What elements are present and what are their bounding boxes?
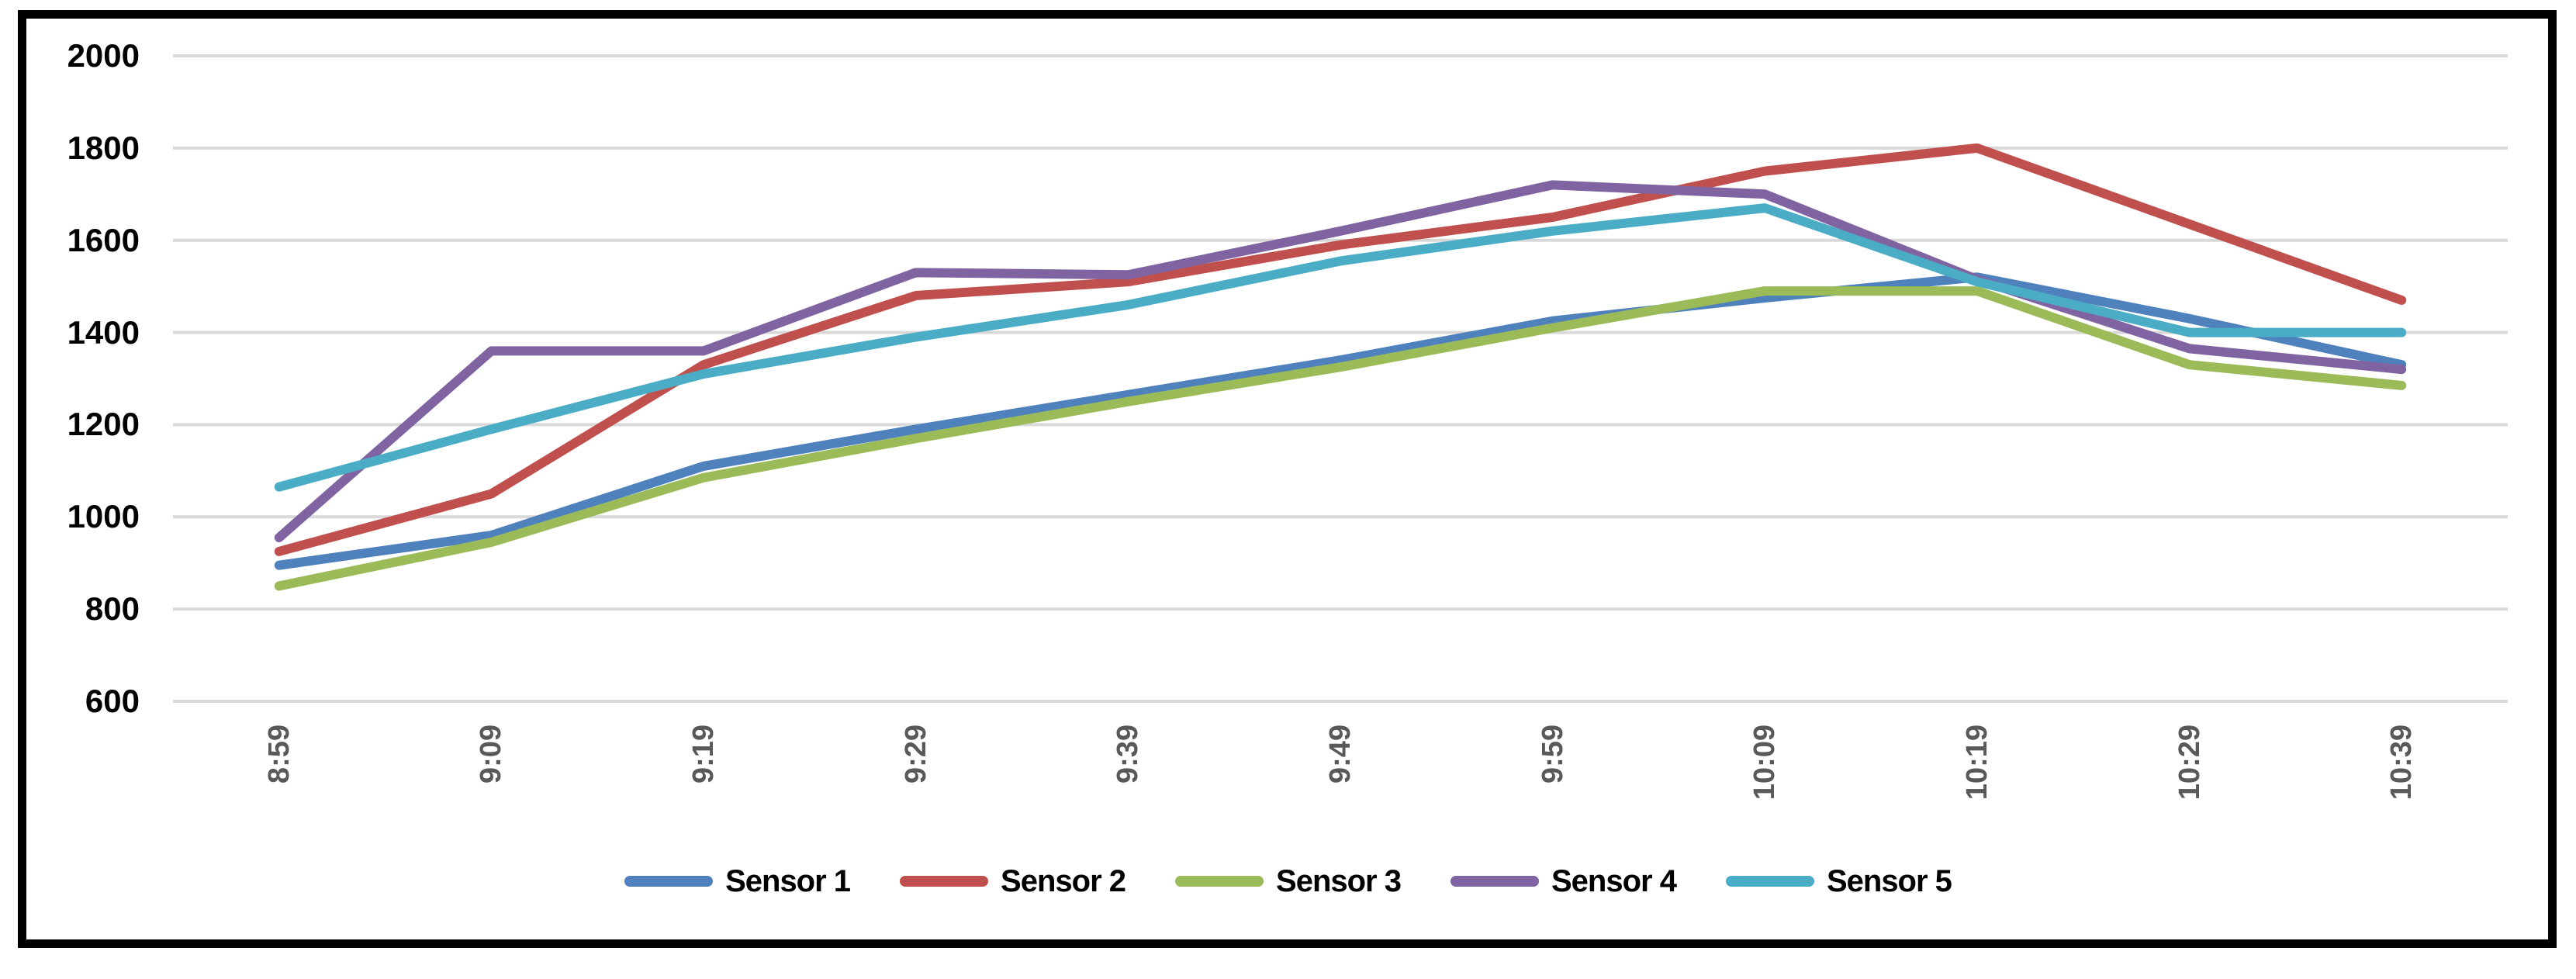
y-axis-label: 1800 [67,129,140,166]
series-line-sensor-2 [274,143,2407,556]
y-axis-label: 600 [85,683,140,719]
legend-label-sensor-1: Sensor 1 [725,863,851,898]
x-axis-label: 9:09 [475,725,508,784]
legend-item-sensor-3: Sensor 3 [1175,863,1402,899]
legend-item-sensor-2: Sensor 2 [900,863,1126,899]
y-axis-label: 1000 [67,498,140,535]
legend-marker-sensor-2 [900,876,989,887]
y-axis-label: 2000 [67,37,140,74]
x-axis-label: 9:29 [899,725,932,784]
y-axis-label: 1600 [67,221,140,258]
legend-item-sensor-4: Sensor 4 [1450,863,1677,899]
legend-marker-sensor-4 [1450,876,1539,887]
x-axis-label: 8:59 [262,725,296,784]
x-axis-label: 9:19 [687,725,721,784]
x-axis-label: 10:39 [2385,725,2419,801]
x-axis-label: 10:29 [2173,725,2206,801]
chart-frame-border [18,10,2557,948]
y-axis-label: 800 [85,590,140,628]
legend-item-sensor-1: Sensor 1 [624,863,851,899]
x-axis-label: 9:39 [1112,725,1145,784]
legend-marker-sensor-1 [624,876,714,887]
legend-marker-sensor-3 [1175,876,1264,887]
legend-label-sensor-2: Sensor 2 [1001,863,1126,898]
y-axis-label: 1200 [67,406,140,443]
x-axis-label: 10:09 [1748,725,1782,801]
x-axis-label: 9:59 [1536,725,1569,784]
series-line-sensor-3 [274,286,2407,591]
legend-label-sensor-3: Sensor 3 [1276,863,1402,898]
legend-marker-sensor-5 [1725,876,1814,887]
x-axis-label: 9:49 [1324,725,1357,784]
legend-item-sensor-5: Sensor 5 [1725,863,1952,899]
series-line-sensor-1 [274,272,2407,570]
y-axis-label: 1400 [67,313,140,351]
legend-label-sensor-5: Sensor 5 [1826,863,1952,898]
x-axis-label: 10:19 [1960,725,1993,801]
chart-legend: Sensor 1 Sensor 2 Sensor 3 Sensor 4 Sens… [0,860,2576,903]
legend-label-sensor-4: Sensor 4 [1551,863,1677,898]
series-line-sensor-5 [274,203,2407,492]
